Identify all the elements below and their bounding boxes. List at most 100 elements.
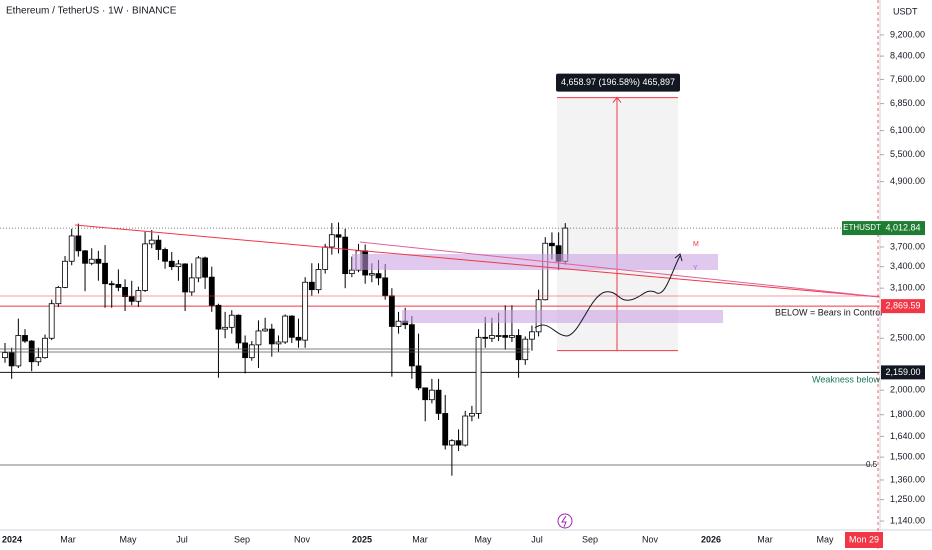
candle-body [435,389,442,414]
candle-body [255,330,262,346]
candle-body [395,320,402,327]
candle-body [248,344,255,359]
candle-body [335,234,342,238]
candle-body [295,336,302,341]
candle-body [262,328,269,332]
x-tick-label: Mar [757,534,773,544]
candle-body [128,296,135,302]
candle-body [202,257,209,278]
y-tick-label: 1,250.00 [890,494,925,504]
candle-body [275,341,282,345]
candle-body [482,336,489,339]
symbol-label: ETHUSDT [843,223,881,232]
annotation: Y [693,265,698,272]
candle-body [522,338,529,361]
y-tick-label: 5,500.00 [890,149,925,159]
y-tick-label: 1,360.00 [890,474,925,484]
fib-label: 0.5 [866,460,878,469]
candle-body [22,335,28,342]
candle-body [42,337,48,359]
x-tick-label: Sep [582,534,598,544]
candle-body [549,242,555,247]
candle-body [529,331,535,340]
trendline [74,224,881,298]
y-tick-label: 2,000.00 [890,385,925,395]
candle-body [195,257,202,279]
last-price-label: 4,012.84 [885,222,920,232]
candle-body [415,365,422,389]
symbol-label-bg [842,221,882,236]
candle-body [475,336,482,414]
arrow-head [674,253,683,262]
currency-label: USDT [893,6,918,16]
trendline [359,241,881,298]
x-tick-label: May [474,534,492,544]
candle-body [62,260,68,288]
x-tick-label: Mar [412,534,428,544]
candle-body [82,250,88,264]
candle-body [182,263,188,293]
candle-body [142,243,148,291]
candle-body [75,235,82,252]
candle-body [48,303,55,339]
candle-body [208,276,215,306]
y-tick-label: 1,500.00 [890,452,925,462]
candle-body [428,389,435,401]
candle-body [495,335,502,337]
candle-body [282,315,289,343]
level-label: 2,869.59 [885,301,920,311]
candle-body [375,273,382,279]
candle-body [122,287,128,297]
measure-arrow-head [612,96,622,103]
measure-label-bg [556,73,680,92]
candle-body [288,315,295,338]
candle-body [168,260,175,268]
y-tick-label: 1,140.00 [890,515,925,525]
candle-body [489,335,495,339]
candle-body [235,314,242,344]
candle-body [2,352,8,359]
chart-title: Ethereum / TetherUS · 1W · BINANCE [6,6,177,17]
candle-body [8,352,15,367]
candle-body [448,440,455,446]
candle-body [462,415,469,446]
candle-body [102,262,108,285]
last-price-bg [881,221,925,236]
x-tick-label: Jul [176,534,188,544]
candle-body [342,236,349,275]
x-tick-label: May [119,534,137,544]
candle-body [222,326,229,330]
x-tick-label: Nov [642,534,659,544]
candle-body [95,258,102,264]
candle-body [228,314,235,328]
candle-body [35,357,42,363]
candle-body [468,413,475,417]
candle-body [155,239,162,250]
candle-body [15,335,22,367]
candle-body [368,273,375,276]
candle-body [188,277,195,293]
y-tick-label: 2,500.00 [890,333,925,343]
y-tick-label: 1,800.00 [890,409,925,419]
candle-body [115,284,122,288]
candle-body [382,277,389,297]
candle-body [68,235,75,262]
candle-body [308,281,315,291]
annotation: M [693,241,699,248]
candle-body [455,440,462,446]
x-tick-label: Mar [60,534,76,544]
candle-body [148,239,155,245]
y-tick-label: 6,100.00 [890,125,925,135]
y-tick-label: 4,900.00 [890,176,925,186]
candle-body [88,258,95,264]
x-tick-label: 2026 [701,534,721,544]
annotation: Weakness below [812,374,880,384]
crosshair-label: Mon 29 [849,534,879,544]
candle-body [302,281,309,341]
candle-body [108,283,115,286]
y-tick-label: 8,400.00 [890,50,925,60]
y-tick-label: 1,640.00 [890,431,925,441]
level-label-bg [881,299,925,314]
level-label: 2,159.00 [885,367,920,377]
